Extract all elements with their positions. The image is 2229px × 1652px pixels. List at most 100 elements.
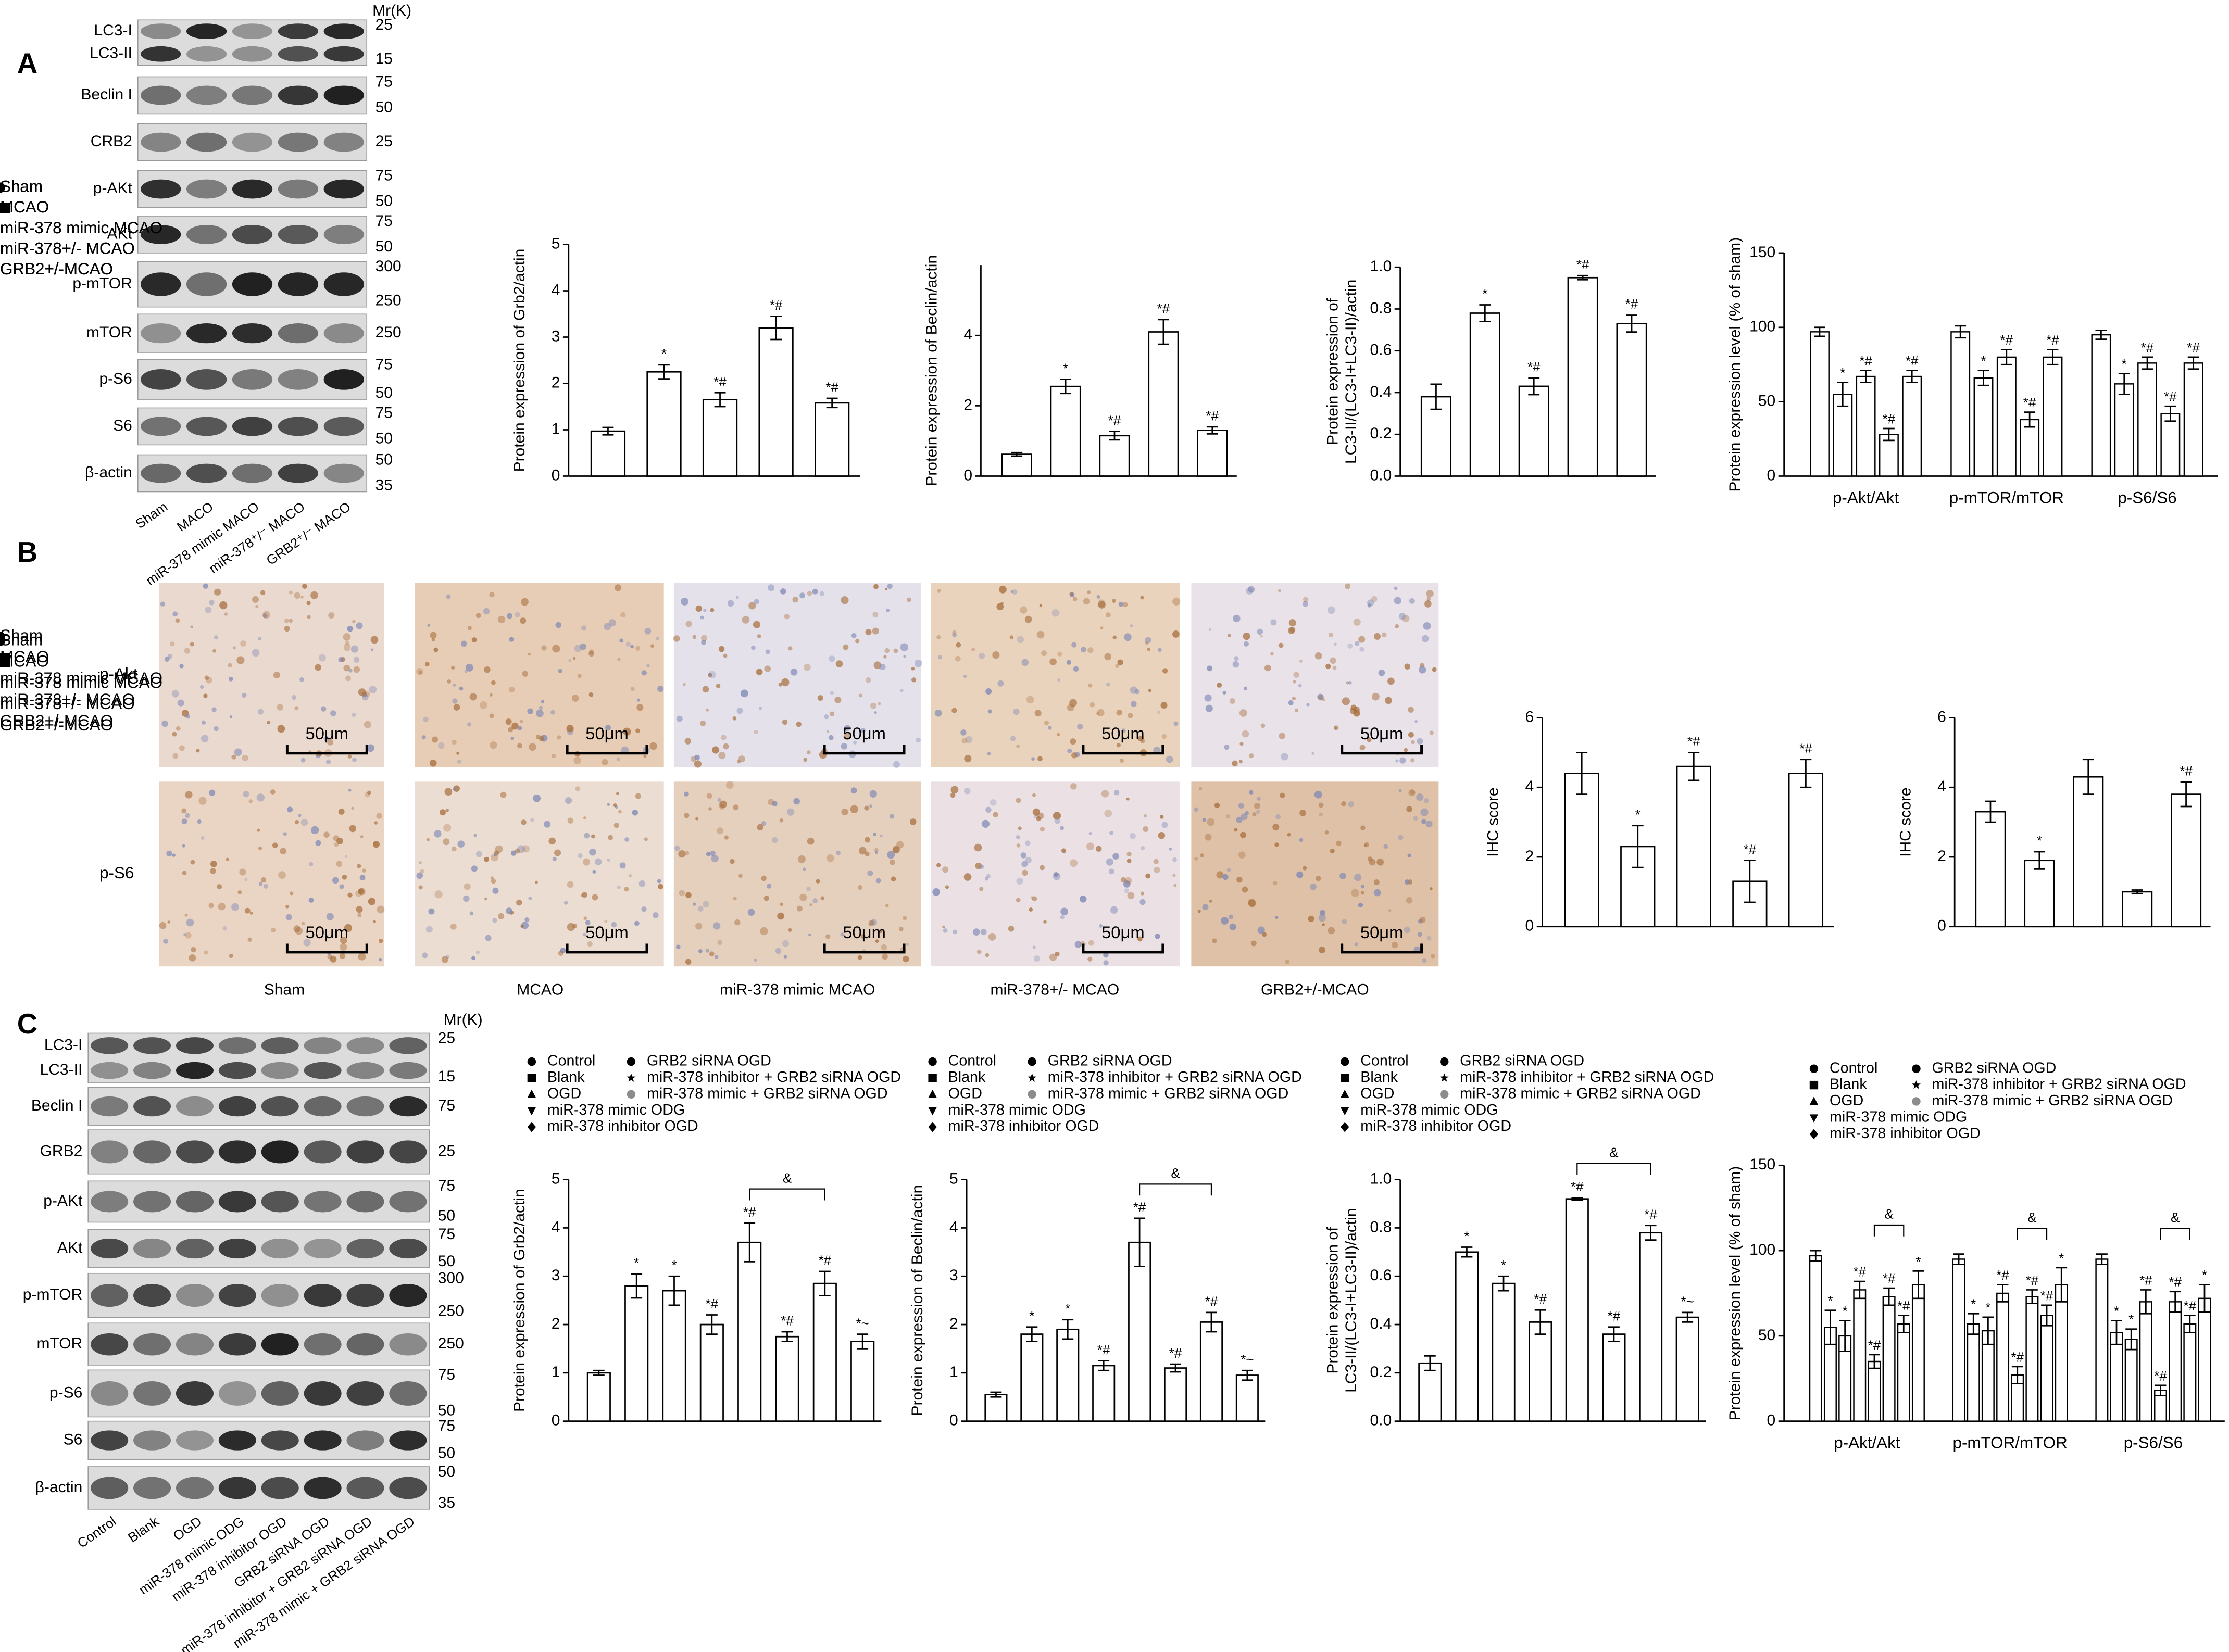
ihc-image bbox=[1191, 583, 1439, 768]
cell-nucleus bbox=[1021, 659, 1029, 666]
cell-nucleus bbox=[1419, 916, 1426, 923]
error-bar bbox=[1011, 451, 1023, 457]
blot-band bbox=[91, 1333, 129, 1356]
bracket-label: & bbox=[2027, 1210, 2036, 1225]
cell-nucleus bbox=[351, 806, 354, 810]
cell-nucleus bbox=[260, 590, 266, 595]
legend-label: miR-378 inhibitor OGD bbox=[547, 1118, 698, 1134]
cell-nucleus bbox=[447, 679, 452, 684]
cell-nucleus bbox=[799, 592, 806, 599]
cell-nucleus bbox=[574, 645, 582, 652]
cell-nucleus bbox=[1303, 866, 1307, 871]
cell-nucleus bbox=[604, 623, 611, 630]
legend-label: miR-378 mimic ODG bbox=[1830, 1108, 1967, 1125]
cell-nucleus bbox=[889, 859, 895, 865]
cell-nucleus bbox=[1429, 730, 1434, 735]
blot-band bbox=[346, 1477, 384, 1499]
cell-nucleus bbox=[566, 725, 574, 733]
legend-marker bbox=[0, 182, 5, 193]
scale-bar-label: 50μm bbox=[585, 724, 629, 743]
cell-nucleus bbox=[1243, 633, 1250, 640]
cell-nucleus bbox=[783, 955, 787, 959]
cell-nucleus bbox=[519, 720, 523, 724]
cell-nucleus bbox=[1371, 596, 1378, 602]
cell-nucleus bbox=[231, 903, 239, 911]
cell-nucleus bbox=[865, 837, 871, 843]
bar bbox=[1602, 1333, 1626, 1422]
panel-label: B bbox=[17, 536, 37, 568]
cell-nucleus bbox=[812, 588, 818, 595]
cell-nucleus bbox=[521, 598, 529, 606]
blot-band bbox=[186, 224, 227, 244]
cell-nucleus bbox=[694, 760, 702, 768]
cell-nucleus bbox=[893, 761, 900, 768]
cell-nucleus bbox=[1119, 758, 1124, 763]
cell-nucleus bbox=[678, 850, 686, 858]
cell-nucleus bbox=[283, 832, 287, 836]
cell-nucleus bbox=[1228, 914, 1234, 919]
cell-nucleus bbox=[1372, 692, 1380, 701]
legend-marker bbox=[1809, 1129, 1819, 1140]
cell-nucleus bbox=[717, 798, 721, 802]
significance-label: *# bbox=[713, 375, 727, 389]
cell-nucleus bbox=[544, 821, 551, 828]
cell-nucleus bbox=[1308, 916, 1314, 923]
cell-nucleus bbox=[775, 948, 782, 954]
cell-nucleus bbox=[1040, 827, 1045, 832]
legend-label: miR-378 mimic ODG bbox=[948, 1102, 1086, 1118]
cell-nucleus bbox=[1348, 681, 1352, 685]
cell-nucleus bbox=[373, 841, 378, 847]
cell-nucleus bbox=[697, 905, 704, 912]
significance-label: * bbox=[2128, 1313, 2134, 1327]
error-bar bbox=[1968, 1313, 1980, 1335]
cell-nucleus bbox=[536, 709, 544, 717]
cell-nucleus bbox=[293, 925, 301, 932]
legend-marker bbox=[1439, 1073, 1449, 1082]
cell-nucleus bbox=[865, 629, 872, 636]
bar bbox=[1148, 331, 1179, 477]
cell-nucleus bbox=[302, 584, 307, 589]
cell-nucleus bbox=[517, 743, 522, 749]
cell-nucleus bbox=[1311, 752, 1314, 755]
blot-band bbox=[133, 1238, 171, 1259]
cell-nucleus bbox=[364, 721, 371, 728]
legend-label: Control bbox=[1830, 1060, 1877, 1076]
bar bbox=[1911, 1284, 1925, 1422]
cell-nucleus bbox=[1072, 597, 1078, 601]
cell-nucleus bbox=[491, 878, 496, 884]
blot-band bbox=[218, 1477, 256, 1499]
cell-nucleus bbox=[430, 632, 437, 639]
blot-band bbox=[91, 1430, 129, 1451]
cell-nucleus bbox=[1423, 798, 1429, 803]
cell-nucleus bbox=[1364, 842, 1369, 848]
cell-nucleus bbox=[367, 790, 371, 795]
cell-nucleus bbox=[624, 887, 629, 892]
cell-nucleus bbox=[273, 672, 281, 679]
cell-nucleus bbox=[1346, 681, 1349, 685]
y-axis-label: IHC score bbox=[1897, 787, 1914, 856]
blot-band bbox=[389, 1096, 427, 1117]
y-tick-label: 100 bbox=[1749, 318, 1775, 335]
bar bbox=[1469, 312, 1500, 477]
cell-nucleus bbox=[306, 601, 311, 606]
cell-nucleus bbox=[257, 828, 260, 832]
cell-nucleus bbox=[768, 799, 774, 805]
cell-nucleus bbox=[299, 677, 304, 682]
y-tick-label: 4 bbox=[963, 326, 972, 343]
cell-nucleus bbox=[875, 878, 881, 884]
cell-nucleus bbox=[879, 664, 886, 671]
cell-nucleus bbox=[530, 818, 534, 823]
cell-nucleus bbox=[1425, 821, 1433, 828]
cell-nucleus bbox=[1012, 589, 1018, 595]
cell-nucleus bbox=[1229, 923, 1236, 930]
blot-band bbox=[323, 323, 364, 344]
cell-nucleus bbox=[280, 848, 287, 855]
cell-nucleus bbox=[1143, 826, 1149, 832]
cell-nucleus bbox=[1000, 602, 1004, 606]
bar bbox=[2169, 1301, 2182, 1422]
legend-label: miR-378+/- MCAO bbox=[0, 239, 135, 257]
cell-nucleus bbox=[1359, 647, 1364, 652]
legend-label: Sham bbox=[0, 630, 43, 649]
cell-nucleus bbox=[1336, 840, 1342, 846]
cell-nucleus bbox=[1096, 712, 1100, 715]
